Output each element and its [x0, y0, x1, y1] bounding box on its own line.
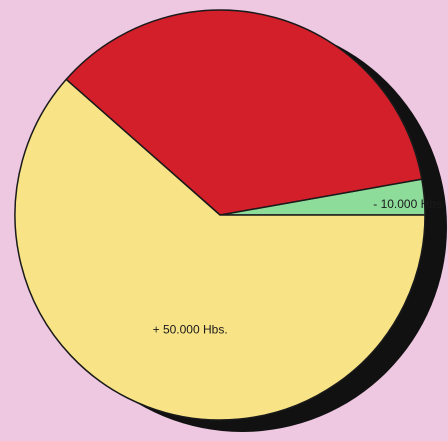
pie-slice-1 — [65, 9, 423, 216]
pie-slices — [14, 9, 426, 421]
pie-slice-label-0: - 10.000 Hbs. — [373, 197, 445, 211]
pie-slice-2 — [14, 78, 426, 421]
pie-slice-label-2: + 50.000 Hbs. — [153, 323, 228, 337]
pie-labels: - 10.000 Hbs. + 50.000 Hbs. — [153, 197, 446, 337]
